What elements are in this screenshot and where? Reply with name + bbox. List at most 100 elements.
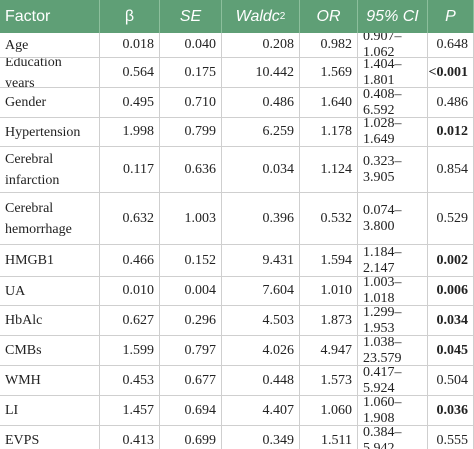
table-cell: 1.873 <box>300 306 358 335</box>
table-cell: 1.599 <box>100 336 160 365</box>
header-cell: 95% CI <box>358 0 428 33</box>
table-row: WMH 0.453 0.677 0.448 1.573 0.417–5.924 0.504 <box>0 366 474 396</box>
table-cell: UA <box>0 277 100 305</box>
header-cell: P <box>428 0 474 33</box>
table-cell: 1.124 <box>300 147 358 192</box>
header-text: OR <box>316 7 341 25</box>
table-cell: LI <box>0 396 100 425</box>
table-row: Cerebral infarction 0.117 0.636 0.034 1.124 0… <box>0 147 474 193</box>
table-row: Hypertension 1.998 0.799 6.259 1.178 1.028–1.… <box>0 118 474 147</box>
table-cell: 0.532 <box>300 193 358 244</box>
table-cell: 4.503 <box>222 306 300 335</box>
table-cell: 7.604 <box>222 277 300 305</box>
table-cell: Age <box>0 33 100 57</box>
table-cell: 0.677 <box>160 366 222 395</box>
table-row: Education years 0.564 0.175 10.442 1.569 1.40… <box>0 58 474 88</box>
table-cell: 1.060–1.908 <box>358 396 428 425</box>
table-cell: Cerebral hemorrhage <box>0 193 100 244</box>
table-cell: HMGB1 <box>0 245 100 276</box>
table-cell: 0.413 <box>100 426 160 449</box>
table-cell: 1.178 <box>300 118 358 146</box>
table-cell: 1.299–1.953 <box>358 306 428 335</box>
header-text: β <box>124 7 135 25</box>
table-cell: CMBs <box>0 336 100 365</box>
table-cell: 0.854 <box>428 147 474 192</box>
table-cell: 0.529 <box>428 193 474 244</box>
table-cell: 0.323–3.905 <box>358 147 428 192</box>
header-cell: Waldc 2 <box>222 0 300 33</box>
table-row: Age 0.018 0.040 0.208 0.982 0.907–1.062 0.648 <box>0 33 474 58</box>
table-cell: Cerebral infarction <box>0 147 100 192</box>
table-cell: 0.396 <box>222 193 300 244</box>
table-cell: 0.694 <box>160 396 222 425</box>
table-cell: WMH <box>0 366 100 395</box>
table-cell: 0.710 <box>160 88 222 117</box>
table-cell: 0.797 <box>160 336 222 365</box>
header-cell: OR <box>300 0 358 33</box>
table-cell: 0.006 <box>428 277 474 305</box>
table-row: EVPS 0.413 0.699 0.349 1.511 0.384–5.942 0.555 <box>0 426 474 449</box>
header-cell: β <box>100 0 160 33</box>
table-cell: 0.034 <box>428 306 474 335</box>
table-cell: 0.907–1.062 <box>358 33 428 57</box>
table-cell: 0.636 <box>160 147 222 192</box>
table-cell: 0.417–5.924 <box>358 366 428 395</box>
table-cell: 0.632 <box>100 193 160 244</box>
table-cell: 0.408–6.592 <box>358 88 428 117</box>
table-cell: 0.018 <box>100 33 160 57</box>
table-cell: 1.569 <box>300 58 358 87</box>
table-cell: 1.998 <box>100 118 160 146</box>
table-cell: 0.074–3.800 <box>358 193 428 244</box>
header-cell: Factor <box>0 0 100 33</box>
table-cell: 1.038–23.579 <box>358 336 428 365</box>
table-row: HbAlc 0.627 0.296 4.503 1.873 1.299–1.953 0.03… <box>0 306 474 336</box>
table-row: HMGB1 0.466 0.152 9.431 1.594 1.184–2.147 0.00… <box>0 245 474 277</box>
table-cell: 0.799 <box>160 118 222 146</box>
table-cell: 10.442 <box>222 58 300 87</box>
table-cell: 0.495 <box>100 88 160 117</box>
table-cell: 0.453 <box>100 366 160 395</box>
table-cell: 0.982 <box>300 33 358 57</box>
table-cell: 0.117 <box>100 147 160 192</box>
table-cell: 1.060 <box>300 396 358 425</box>
header-cell: SE <box>160 0 222 33</box>
table-cell: 0.045 <box>428 336 474 365</box>
table-row: Gender 0.495 0.710 0.486 1.640 0.408–6.592 0.4… <box>0 88 474 118</box>
table-cell: 1.573 <box>300 366 358 395</box>
table-cell: 0.486 <box>222 88 300 117</box>
header-row: Factor β SE Waldc 2 OR 95% CI P <box>0 0 474 33</box>
header-text: SE <box>179 7 202 25</box>
table-cell: 0.486 <box>428 88 474 117</box>
table-cell: 1.511 <box>300 426 358 449</box>
table-cell: 0.040 <box>160 33 222 57</box>
table-row: UA 0.010 0.004 7.604 1.010 1.003–1.018 0.006 <box>0 277 474 306</box>
table-row: LI 1.457 0.694 4.407 1.060 1.060–1.908 0.036 <box>0 396 474 426</box>
table-cell: 0.208 <box>222 33 300 57</box>
header-text: P <box>445 7 456 25</box>
table-cell: 0.004 <box>160 277 222 305</box>
table-cell: 0.555 <box>428 426 474 449</box>
table-cell: 1.594 <box>300 245 358 276</box>
table-cell: 1.640 <box>300 88 358 117</box>
table-cell: 0.384–5.942 <box>358 426 428 449</box>
table-cell: 4.947 <box>300 336 358 365</box>
header-text: Factor <box>5 8 51 25</box>
table-cell: 0.002 <box>428 245 474 276</box>
table-cell: 1.003–1.018 <box>358 277 428 305</box>
table-cell: 0.034 <box>222 147 300 192</box>
table-cell: 0.175 <box>160 58 222 87</box>
table-cell: 0.504 <box>428 366 474 395</box>
table-cell: 0.564 <box>100 58 160 87</box>
table-cell: Gender <box>0 88 100 117</box>
table-cell: 0.466 <box>100 245 160 276</box>
table-cell: 1.028–1.649 <box>358 118 428 146</box>
table-cell: Hypertension <box>0 118 100 146</box>
table-cell: 1.457 <box>100 396 160 425</box>
table-cell: EVPS <box>0 426 100 449</box>
table-cell: 0.010 <box>100 277 160 305</box>
header-superscript: 2 <box>279 11 286 22</box>
table-cell: 0.152 <box>160 245 222 276</box>
table-cell: 1.010 <box>300 277 358 305</box>
table-cell: 0.648 <box>428 33 474 57</box>
table-cell: 1.184–2.147 <box>358 245 428 276</box>
